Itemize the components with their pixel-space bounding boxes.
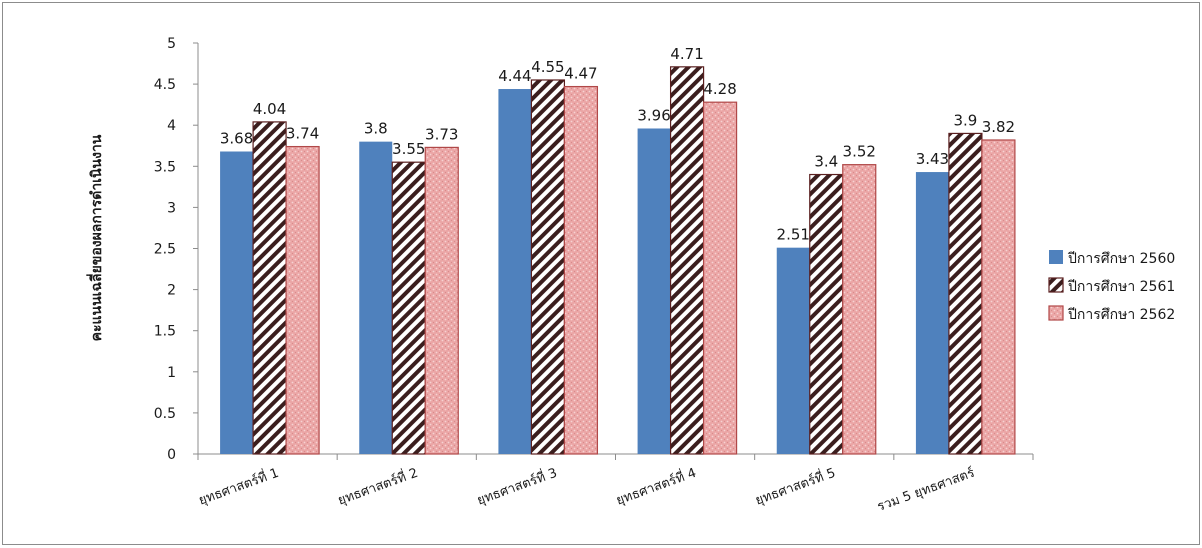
bar-series2: [252, 121, 287, 455]
bar-series3: [842, 164, 877, 455]
legend-label: ปีการศึกษา 2562: [1068, 307, 1176, 323]
x-tick-label: ยุทธศาสตร์ที่ 4: [614, 464, 699, 509]
data-label: 3.68: [220, 130, 253, 148]
data-label: 3.9: [953, 111, 977, 129]
y-tick-label: 3: [167, 200, 176, 216]
data-labels: 3.684.043.74 3.83.553.73 4.444.55 4.47 3.96 4…: [220, 45, 1015, 244]
data-label: 2.51: [777, 226, 810, 244]
bar-series1: [359, 141, 393, 454]
data-label: 3.52: [843, 143, 876, 161]
data-label: 3.82: [982, 118, 1015, 136]
data-label: 4.28: [703, 80, 736, 98]
bar-series1: [637, 128, 671, 454]
data-label: 4.04: [253, 100, 286, 118]
x-tick-label: ยุทธศาสตร์ที่ 3: [475, 464, 560, 509]
data-label: 3.55: [392, 140, 425, 158]
data-label: 3.43: [916, 150, 949, 168]
bar-series1: [220, 151, 254, 454]
bars: [220, 66, 1016, 455]
legend-swatch: [1048, 305, 1064, 321]
data-label: 3.8: [364, 120, 388, 138]
legend-swatch: [1049, 250, 1063, 264]
bar-series2: [809, 173, 844, 455]
y-tick-label: 4.5: [154, 77, 176, 93]
bar-series1: [776, 247, 810, 454]
y-tick-label: 0.5: [154, 406, 176, 422]
bar-series3: [981, 139, 1016, 455]
bar-series2: [391, 161, 426, 455]
bar-series3: [563, 85, 599, 455]
data-label: 4.47: [564, 65, 597, 83]
bar-series1: [498, 89, 532, 455]
data-label: 4.71: [670, 45, 703, 63]
y-tick-label: 2: [167, 283, 176, 299]
y-tick-label: 5: [167, 36, 176, 52]
bar-series3: [285, 145, 320, 455]
bar-series3: [424, 146, 459, 455]
y-tick-label: 4: [167, 118, 176, 134]
legend: ปีการศึกษา 2560 ปีการศึกษา 2561 ปีการศึกษา…: [1048, 250, 1176, 323]
bar-chart: 00.511.522.533.544.55ยุทธศาสตร์ที่ 1 ยุทธ…: [86, 36, 1176, 515]
bar-series1: [915, 172, 949, 454]
legend-swatch: [1048, 277, 1064, 293]
y-tick-label: 1: [167, 365, 176, 381]
x-tick-label: ยุทธศาสตร์ที่ 5: [753, 464, 838, 509]
data-label: 3.73: [425, 125, 458, 143]
y-axis-title: คะแนนเฉลี่ยของผลการดำเนินงาน: [86, 134, 105, 341]
data-label: 4.55: [531, 58, 564, 76]
y-tick-label: 0: [167, 447, 176, 463]
legend-label: ปีการศึกษา 2560: [1068, 251, 1176, 267]
legend-label: ปีการศึกษา 2561: [1068, 279, 1176, 295]
bar-series2: [669, 66, 705, 455]
x-tick-label: ยุทธศาสตร์ที่ 2: [335, 464, 420, 509]
y-tick-label: 1.5: [154, 324, 176, 340]
y-tick-label: 2.5: [154, 242, 176, 258]
data-label: 4.44: [498, 67, 531, 85]
bar-series2: [948, 132, 983, 455]
data-label: 3.96: [637, 106, 670, 124]
bar-series2: [530, 79, 566, 455]
y-tick-label: 3.5: [154, 159, 176, 175]
bar-series3: [702, 101, 738, 455]
data-label: 3.74: [286, 125, 319, 143]
data-label: 3.4: [814, 153, 838, 171]
x-tick-label: รวม 5 ยุทธศาสตร์: [875, 465, 977, 515]
x-tick-label: ยุทธศาสตร์ที่ 1: [196, 464, 281, 509]
